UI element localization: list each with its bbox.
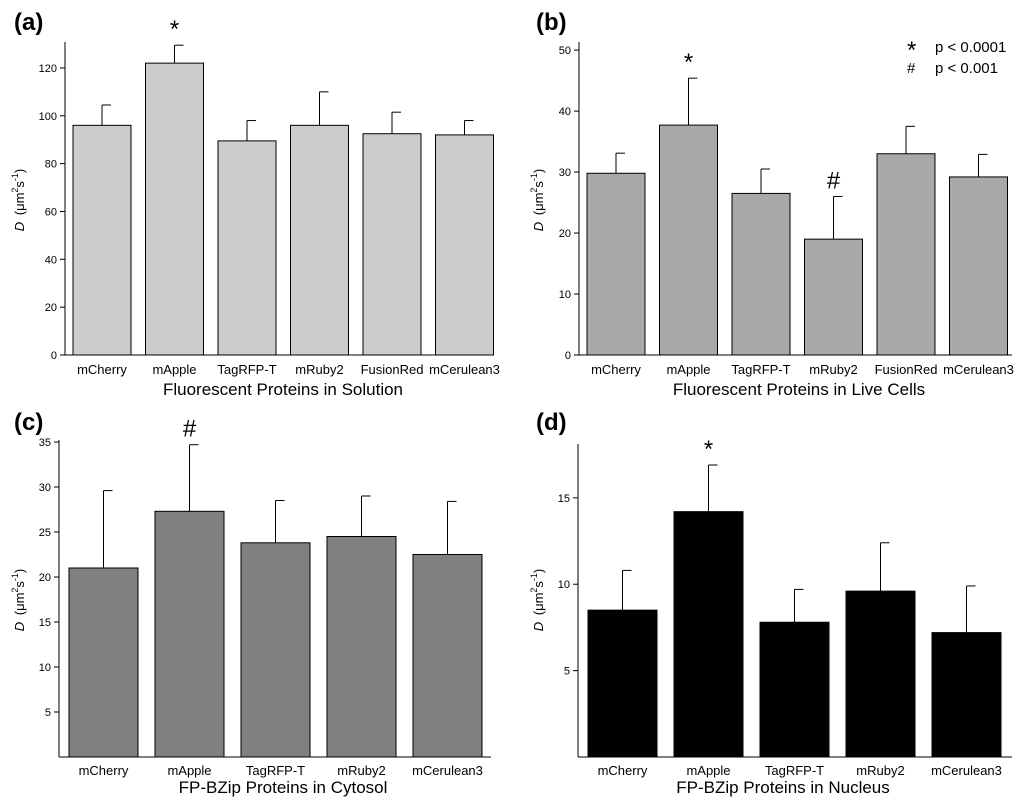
y-tick-label: 0	[51, 350, 57, 362]
bar	[72, 124, 132, 356]
x-tick-label: mApple	[666, 362, 710, 377]
y-tick-label: 80	[45, 159, 57, 171]
panel-c: (c) 5 10 15 20 25 30 35 mCherry # mApple TagRFP-T m…	[10, 409, 491, 797]
y-tick-label: 0	[565, 350, 571, 362]
x-tick-label: mApple	[152, 362, 196, 377]
panel-b: (b) 0 10 20 30 40 50 mCherry * mApple TagRFP-T # mR…	[529, 9, 1014, 399]
x-tick-label: mCerulean3	[931, 763, 1002, 778]
x-tick-label: TagRFP-T	[731, 362, 790, 377]
panel-a: (a) 0 20 40 60 80 100 120 mCherry * mApple TagRFP-…	[10, 9, 500, 399]
y-tick-label: 40	[45, 254, 57, 266]
x-tick-label: mCerulean3	[943, 362, 1014, 377]
bar	[290, 124, 349, 356]
y-axis-label: D (μm2s-1)	[529, 169, 546, 232]
bar	[931, 632, 1002, 758]
legend-symbol: *	[907, 37, 916, 64]
x-tick-label: TagRFP-T	[246, 763, 305, 778]
x-tick-label: mRuby2	[856, 763, 904, 778]
bar	[876, 153, 936, 356]
x-tick-label: mRuby2	[809, 362, 857, 377]
y-axis-label: D (μm2s-1)	[10, 569, 27, 632]
x-axis-label: Fluorescent Proteins in Live Cells	[673, 380, 925, 399]
x-tick-label: mCerulean3	[412, 763, 483, 778]
significance-mark: *	[170, 16, 179, 43]
x-tick-label: mCherry	[598, 763, 648, 778]
panel-label: (b)	[536, 9, 567, 36]
bar	[673, 511, 744, 758]
y-tick-label: 5	[564, 666, 570, 678]
x-tick-label: mCherry	[79, 763, 129, 778]
bar	[845, 590, 916, 758]
legend-text: p < 0.001	[935, 60, 998, 77]
x-tick-label: mRuby2	[337, 763, 385, 778]
bar	[659, 124, 718, 356]
bar	[154, 510, 225, 758]
bar	[326, 536, 397, 758]
y-tick-label: 10	[39, 662, 51, 674]
bar	[240, 542, 311, 758]
plot-area: 0 10 20 30 40 50 mCherry * mApple TagRFP-T # mRuby2…	[559, 42, 1014, 377]
y-tick-label: 30	[559, 167, 571, 179]
legend-text: p < 0.0001	[935, 39, 1006, 56]
panel-label: (c)	[14, 409, 43, 436]
legend: * p < 0.0001 # p < 0.001	[907, 37, 1006, 77]
bar	[759, 621, 830, 758]
x-axis-label: FP-BZip Proteins in Cytosol	[179, 778, 388, 797]
bar	[362, 133, 422, 356]
y-tick-label: 40	[559, 106, 571, 118]
y-axis-label: D (μm2s-1)	[529, 569, 546, 632]
bar	[68, 567, 139, 758]
significance-mark: #	[183, 416, 197, 443]
x-tick-label: mCherry	[591, 362, 641, 377]
bar	[731, 192, 791, 356]
y-tick-label: 20	[559, 228, 571, 240]
bar	[217, 140, 277, 356]
y-axis-label: D (μm2s-1)	[10, 169, 27, 232]
y-tick-label: 35	[39, 437, 51, 449]
x-tick-label: mRuby2	[295, 362, 343, 377]
bar	[587, 609, 658, 758]
bar	[949, 176, 1008, 356]
y-tick-label: 10	[558, 579, 570, 591]
x-tick-label: FusionRed	[875, 362, 938, 377]
bar	[435, 134, 494, 356]
bar	[145, 62, 204, 356]
bar	[586, 172, 646, 356]
y-tick-label: 30	[39, 482, 51, 494]
significance-mark: *	[704, 436, 713, 463]
bar	[804, 238, 863, 356]
y-tick-label: 25	[39, 527, 51, 539]
x-tick-label: FusionRed	[361, 362, 424, 377]
x-tick-label: TagRFP-T	[765, 763, 824, 778]
y-tick-label: 15	[558, 493, 570, 505]
x-tick-label: mApple	[686, 763, 730, 778]
panel-d: (d) 5 10 15 mCherry * mApple TagRFP-T mRuby2 mCe…	[529, 409, 1012, 797]
y-tick-label: 10	[559, 289, 571, 301]
significance-mark: *	[684, 49, 693, 76]
y-tick-label: 120	[39, 63, 57, 75]
x-tick-label: TagRFP-T	[217, 362, 276, 377]
panel-label: (d)	[536, 409, 567, 436]
x-tick-label: mCherry	[77, 362, 127, 377]
y-tick-label: 20	[39, 572, 51, 584]
bar	[412, 554, 483, 758]
x-tick-label: mCerulean3	[429, 362, 500, 377]
y-tick-label: 50	[559, 45, 571, 57]
significance-mark: #	[827, 167, 841, 194]
y-tick-label: 100	[39, 111, 57, 123]
x-axis-label: Fluorescent Proteins in Solution	[163, 380, 403, 399]
y-tick-label: 20	[45, 302, 57, 314]
y-tick-label: 5	[45, 707, 51, 719]
y-tick-label: 60	[45, 206, 57, 218]
panel-label: (a)	[14, 9, 43, 36]
x-tick-label: mApple	[167, 763, 211, 778]
plot-area: 0 20 40 60 80 100 120 mCherry * mApple TagRFP-T mRu…	[39, 16, 500, 377]
plot-area: 5 10 15 20 25 30 35 mCherry # mApple TagRFP-T mRuby…	[39, 416, 491, 778]
legend-symbol: #	[907, 60, 916, 77]
x-axis-label: FP-BZip Proteins in Nucleus	[676, 778, 890, 797]
plot-area: 5 10 15 mCherry * mApple TagRFP-T mRuby2 mCerule…	[558, 436, 1012, 778]
y-tick-label: 15	[39, 617, 51, 629]
